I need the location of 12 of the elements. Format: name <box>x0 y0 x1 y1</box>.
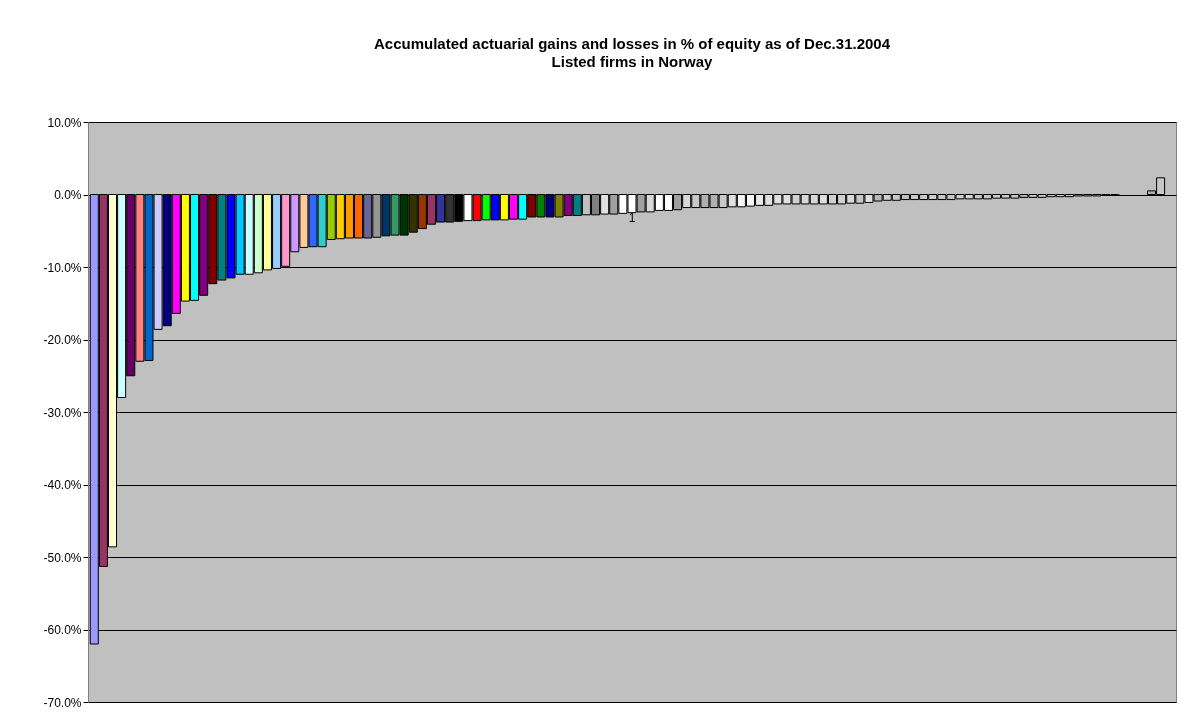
y-tick-label: -20.0% <box>43 333 82 347</box>
y-tick-label: -60.0% <box>43 623 82 637</box>
y-tick-label: -40.0% <box>43 478 82 492</box>
y-tick-label: 10.0% <box>47 115 82 130</box>
y-tick-label: -30.0% <box>43 405 82 420</box>
chart-subtitle: Listed firms in Norway <box>551 53 714 70</box>
y-tick-label: 0.0% <box>54 188 82 202</box>
y-tick-label: -70.0% <box>43 695 82 710</box>
y-tick-label: -50.0% <box>43 550 82 565</box>
chart-title: Accumulated actuarial gains and losses in % of equity as of Dec.31.2004 <box>373 35 891 52</box>
y-tick-label: -10.0% <box>43 260 82 275</box>
annotation: 1 <box>628 211 636 225</box>
